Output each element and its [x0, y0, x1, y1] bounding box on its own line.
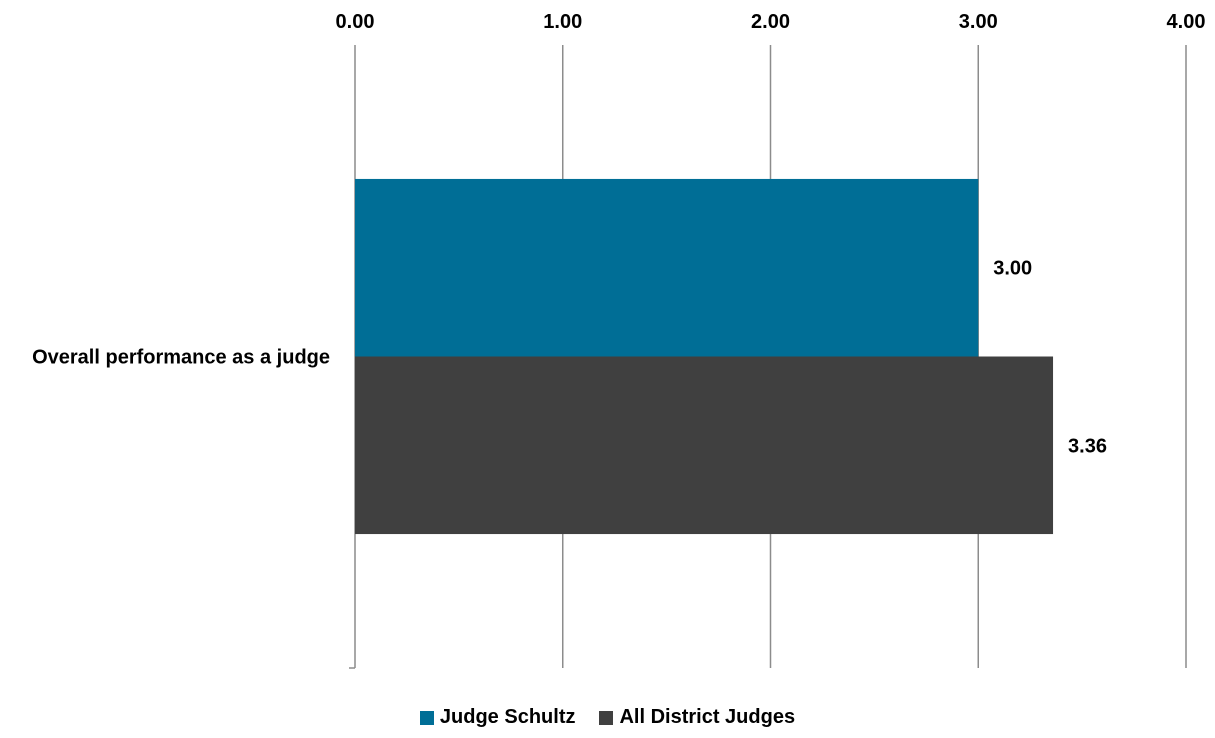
legend-swatch-judge-schultz [419, 710, 434, 725]
x-tick-label: 4.00 [1167, 11, 1206, 33]
legend-item-judge-schultz: Judge Schultz [419, 706, 576, 729]
bar [355, 178, 979, 357]
data-label: 3.00 [993, 258, 1032, 280]
legend-item-all-district-judges: All District Judges [599, 706, 795, 729]
legend-swatch-all-district-judges [599, 710, 614, 725]
x-tick-label: 1.00 [543, 11, 582, 33]
data-label: 3.36 [1068, 435, 1107, 457]
legend-label-judge-schultz: Judge Schultz [439, 706, 576, 728]
bar [355, 356, 1054, 535]
x-tick-label: 2.00 [751, 11, 790, 33]
x-tick-label: 3.00 [959, 11, 998, 33]
x-tick-label: 0.00 [336, 11, 375, 33]
legend: Judge Schultz All District Judges [0, 706, 1215, 729]
legend-label-all-district-judges: All District Judges [619, 706, 796, 728]
category-label: Overall performance as a judge [32, 347, 330, 369]
